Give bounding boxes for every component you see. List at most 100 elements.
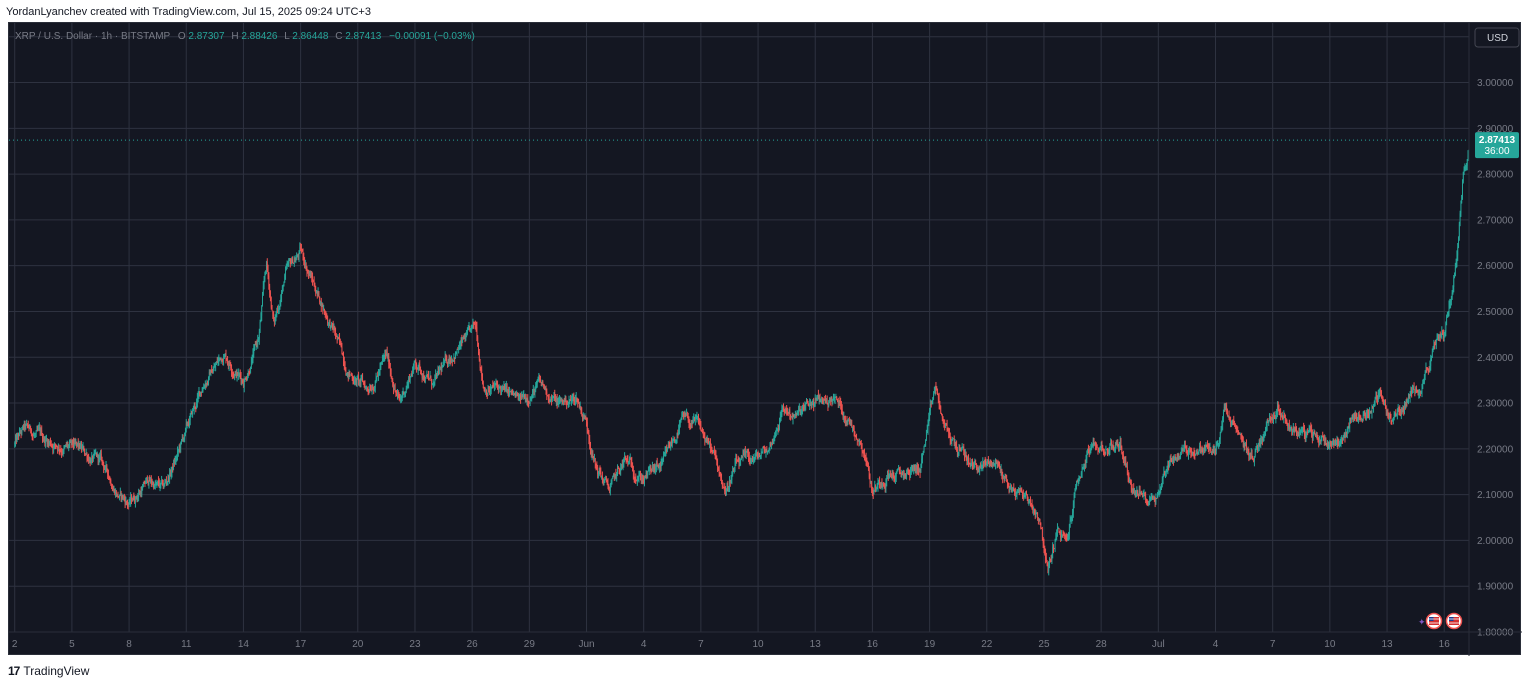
candle-body [964,450,965,457]
candle-body [267,268,269,276]
candle-body [775,430,777,432]
candle-body [346,374,348,376]
candle-body [1154,500,1156,503]
candle-body [1177,454,1179,460]
candle-body [839,401,841,403]
candle-body [266,261,268,269]
candle-body [662,460,664,462]
candle-body [94,452,96,454]
candle-body [633,474,635,479]
candle-body [214,366,216,368]
candle-body [1238,433,1240,435]
candle-body [765,451,767,453]
candle-body [818,397,820,400]
candle-body [382,357,384,360]
candle-body [1348,426,1350,429]
candle-body [217,360,219,363]
candle-body [1426,367,1428,370]
chart-panel[interactable]: XRP / U.S. Dollar · 1h · BITSTAMP O 2.87… [8,22,1522,656]
candle-body [1332,440,1334,443]
candle-body [972,462,973,466]
candle-body [598,470,600,472]
economic-event-icon[interactable] [1445,612,1463,630]
candle-body [650,466,652,470]
candle-body [1259,442,1261,444]
candle-body [907,468,909,471]
candle-body [551,398,552,401]
candle-body [1124,460,1126,462]
candle-body [220,357,221,360]
candle-body [1060,532,1062,538]
candle-body [617,467,618,473]
candle-body [999,465,1000,469]
candle-body [117,493,119,497]
candle-body [1386,409,1388,412]
candle-body [538,377,540,381]
candle-body [548,398,550,402]
candle-body [381,361,383,365]
candle-body [465,335,467,341]
candle-body [1010,487,1012,489]
candle-body [670,442,672,448]
candle-body [814,403,815,407]
candle-body [467,326,469,331]
candle-body [911,466,913,469]
candle-body [69,442,70,446]
candle-body [501,389,502,391]
candle-body [929,403,931,411]
candle-body [73,442,74,446]
candle-body [1429,365,1431,371]
candle-body [1455,261,1457,268]
price-chart[interactable]: XRP / U.S. Dollar · 1h · BITSTAMP O 2.87… [9,23,1522,656]
candle-body [30,426,32,430]
currency-button[interactable]: USD [1474,27,1520,48]
candle-body [1095,445,1097,447]
candle-body [1454,276,1455,278]
candle-body [1273,416,1275,418]
candle-body [887,473,889,478]
candle-body [1331,442,1333,446]
candle-body [667,447,668,452]
candle-body [1215,445,1217,451]
candle-body [1061,535,1062,538]
candle-body [908,470,910,473]
candle-body [1464,168,1466,170]
candle-body [505,387,506,391]
candle-body [609,490,610,492]
candle-body [188,423,190,426]
event-flags[interactable]: ✦ [1418,612,1463,630]
price-tick-label: 1.90000 [1477,582,1514,593]
candle-body [1019,488,1021,491]
candle-body [683,415,685,417]
candle-body [705,440,707,442]
candle-body [1131,488,1133,492]
candle-body [358,379,360,381]
candle-body [702,431,704,436]
candle-body [119,494,120,498]
candle-body [934,387,936,392]
candle-body [563,400,565,403]
candle-body [596,466,598,469]
economic-event-icon[interactable] [1425,612,1443,630]
candle-body [31,434,33,436]
candle-body [830,398,832,401]
candle-body [167,476,169,482]
candle-body [1204,445,1206,450]
candle-body [1208,447,1210,449]
candle-body [735,458,737,463]
candle-body [1071,516,1073,520]
legend-low-label: L [284,31,290,42]
candle-body [1249,452,1251,456]
candle-body [1307,431,1309,434]
candle-body [766,451,768,453]
candle-body [1219,431,1221,440]
candle-body [1246,448,1248,451]
candle-body [570,399,572,401]
candle-body [762,447,764,452]
candle-body [1135,493,1137,496]
grid-lines [9,23,1469,633]
candle-body [638,476,640,480]
candle-body [200,392,202,394]
candle-body [1449,303,1451,306]
candle-body [587,428,589,434]
